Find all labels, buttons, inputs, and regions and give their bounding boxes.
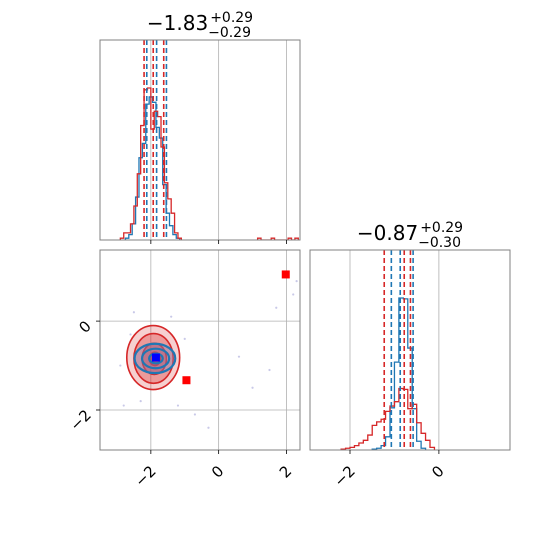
- scatter-point: [119, 364, 122, 367]
- hist-panel-param-2: −2 0 −0.87 +0.29 −0.30: [309, 220, 511, 490]
- contours-series-a: [133, 342, 177, 375]
- y-tick-label-0: −2: [66, 406, 94, 434]
- scatter-point: [122, 404, 125, 407]
- histogram-series-1: [340, 387, 436, 450]
- y-tick-label-1: 0: [75, 317, 94, 336]
- scatter-point: [129, 333, 132, 336]
- scatter-point: [237, 355, 241, 358]
- x-tick-label-0: −2: [330, 462, 358, 490]
- histograms-param-2: [340, 297, 436, 450]
- scatter-point: [268, 368, 271, 372]
- scatter-point: [132, 311, 135, 314]
- scatter-point: [275, 306, 278, 309]
- outlier-marker-1: [182, 376, 191, 385]
- x-tick-label-2: 2: [276, 462, 295, 481]
- hist-panel-param-1: −1.83 +0.29 −0.29: [99, 10, 301, 244]
- x-tick-label-1: 0: [208, 462, 227, 481]
- scatter-point: [193, 413, 197, 416]
- histogram-series-0: [371, 297, 427, 450]
- scatter-point: [292, 293, 295, 296]
- truth-marker: [151, 353, 160, 362]
- scatter-point: [295, 280, 298, 283]
- scatter-point: [139, 400, 142, 403]
- scatter-point: [176, 404, 180, 407]
- outlier-marker-0: [281, 270, 290, 279]
- title-param-2: −0.87 +0.29 −0.30: [357, 220, 463, 251]
- quantile-lines-param-2: [383, 250, 414, 450]
- histogram-series-1: [119, 87, 183, 240]
- grid-hist-param-1: [150, 40, 287, 240]
- x-tick-label-0: −2: [131, 462, 159, 490]
- axes-frame-joint: [99, 249, 301, 451]
- scatter-point: [207, 426, 210, 429]
- title-param-1: −1.83 +0.29 −0.29: [147, 10, 253, 41]
- scatter-point: [251, 386, 254, 389]
- x-tick-label-1: 0: [428, 462, 447, 481]
- ticks-hist-param-1: [150, 240, 287, 244]
- axes-frame-param-2: [309, 249, 511, 451]
- ticks-hist-param-2: −2 0: [330, 450, 448, 490]
- contour-series-a-level-1: [140, 347, 171, 370]
- grid-hist-param-2: [349, 250, 440, 450]
- markers-joint: [151, 270, 290, 385]
- ticks-joint: −2 0 2 −2 0: [66, 317, 295, 490]
- axes-frame-param-1: [99, 39, 301, 241]
- scatter-point: [183, 337, 186, 340]
- scatter-samples: [119, 280, 298, 429]
- quantile-lines-param-1: [143, 40, 168, 240]
- joint-panel: −2 0 2 −2 0: [66, 249, 301, 490]
- scatter-point: [170, 315, 173, 318]
